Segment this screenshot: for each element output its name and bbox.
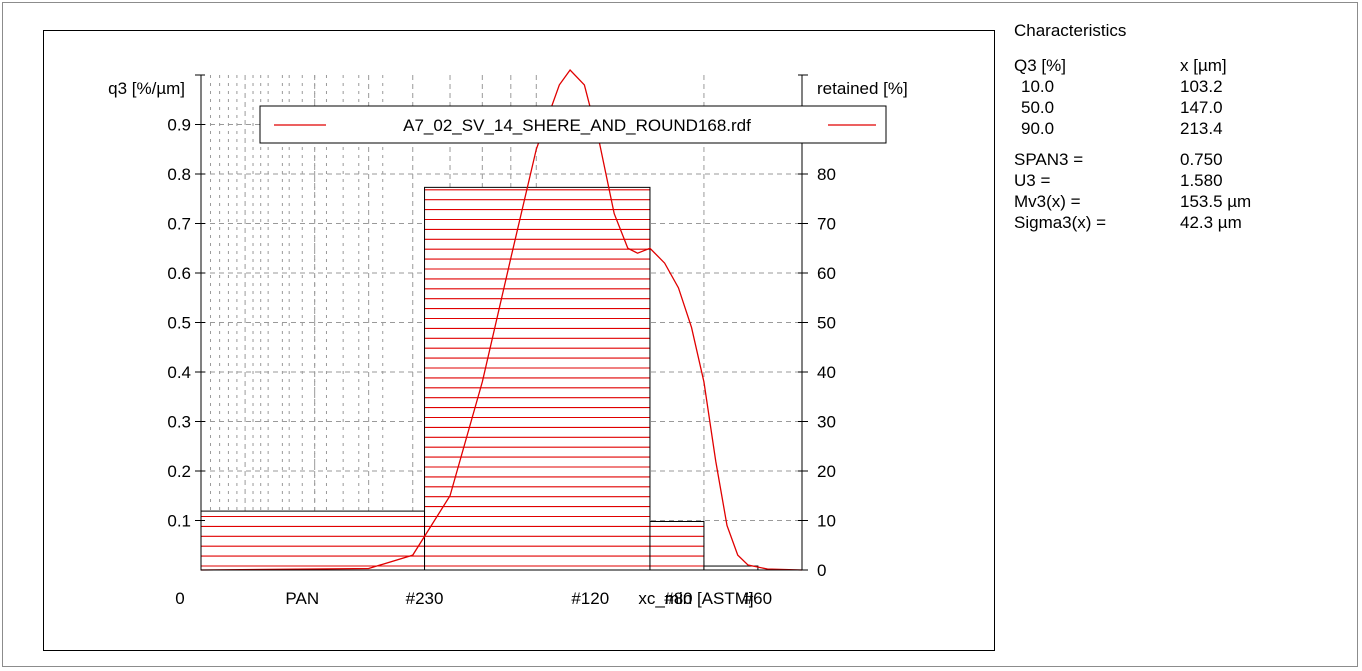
param-value: 0.750: [1180, 150, 1223, 169]
legend: A7_02_SV_14_SHERE_AND_ROUND168.rdf: [259, 105, 887, 144]
histogram-bar: [424, 187, 650, 571]
right-axis-tick-label: 0: [817, 561, 826, 580]
x-axis-zero-label: 0: [175, 589, 184, 608]
quantile-row: 90.0 213.4: [1014, 118, 1344, 139]
left-axis-tick-label: 0.7: [167, 215, 191, 234]
quantile-q: 50.0: [1021, 98, 1055, 117]
quantile-row: 10.0 103.2: [1014, 76, 1344, 97]
histogram-bars: [200, 186, 759, 571]
right-axis-tick-label: 60: [817, 264, 836, 283]
left-axis-title: q3 [%/µm]: [108, 79, 185, 98]
x-axis-title: xc_min [ASTM]: [638, 589, 753, 608]
right-axis-tick-label: 30: [817, 413, 836, 432]
quantile-x: 147.0: [1180, 98, 1223, 117]
param-row: U3 = 1.580: [1014, 170, 1344, 191]
x-header: x [µm]: [1180, 56, 1227, 75]
q3-header: Q3 [%]: [1014, 56, 1066, 75]
param-row: Mv3(x) = 153.5 µm: [1014, 191, 1344, 212]
left-axis-tick-label: 0.4: [167, 363, 191, 382]
left-axis-tick-label: 0.6: [167, 264, 191, 283]
quantile-q: 10.0: [1021, 77, 1055, 96]
right-axis-tick-label: 10: [817, 512, 836, 531]
param-label: U3 =: [1014, 171, 1051, 190]
histogram-bar: [201, 511, 425, 570]
quantile-x: 103.2: [1180, 77, 1223, 96]
right-axis-tick-label: 70: [817, 215, 836, 234]
param-row: SPAN3 = 0.750: [1014, 149, 1344, 170]
param-value: 153.5 µm: [1180, 192, 1252, 211]
legend-box: [259, 105, 887, 144]
quantile-header-row: Q3 [%] x [µm]: [1014, 55, 1344, 76]
histogram-bar: [703, 566, 758, 570]
param-value: 1.580: [1180, 171, 1223, 190]
left-axis-tick-label: 0.3: [167, 413, 191, 432]
right-axis-tick-label: 80: [817, 165, 836, 184]
density-curve: [200, 69, 803, 571]
left-axis-tick-label: 0.2: [167, 462, 191, 481]
right-axis-tick-label: 40: [817, 363, 836, 382]
param-row: Sigma3(x) = 42.3 µm: [1014, 212, 1344, 233]
x-axis-tick-label: #80: [664, 589, 692, 608]
x-axis-tick-label: #60: [744, 589, 772, 608]
x-axis-tick-label: #120: [571, 589, 609, 608]
param-label: Sigma3(x) =: [1014, 213, 1107, 232]
characteristics-title: Characteristics: [1014, 21, 1127, 40]
histogram-chart: 0.1 0.2 0.3 0.4 0.5 0.6 0.7 0.8 0.9 q3 [%/µm] 0 10 2…: [108, 69, 908, 608]
chart-panel: 0.1 0.2 0.3 0.4 0.5 0.6 0.7 0.8 0.9 q3 [%/µm] 0 10 2…: [43, 30, 995, 651]
quantile-row: 50.0 147.0: [1014, 97, 1344, 118]
left-axis-tick-label: 0.1: [167, 512, 191, 531]
param-value: 42.3 µm: [1180, 213, 1242, 232]
legend-series-name: A7_02_SV_14_SHERE_AND_ROUND168.rdf: [403, 116, 751, 135]
right-axis-tick-label: 20: [817, 462, 836, 481]
right-axis-tick-label: 50: [817, 314, 836, 333]
left-axis-tick-label: 0.8: [167, 165, 191, 184]
characteristics-panel: Characteristics Q3 [%] x [µm] 10.0 103.2…: [1014, 20, 1344, 233]
left-axis-tick-label: 0.5: [167, 314, 191, 333]
param-label: SPAN3 =: [1014, 150, 1084, 169]
quantile-x: 213.4: [1180, 119, 1223, 138]
right-axis-title: retained [%]: [817, 79, 908, 98]
x-axis-tick-label: PAN: [285, 589, 319, 608]
quantile-q: 90.0: [1021, 119, 1055, 138]
left-axis-tick-label: 0.9: [167, 116, 191, 135]
x-axis-tick-label: #230: [406, 589, 444, 608]
param-label: Mv3(x) =: [1014, 192, 1081, 211]
histogram-bar: [649, 521, 704, 570]
